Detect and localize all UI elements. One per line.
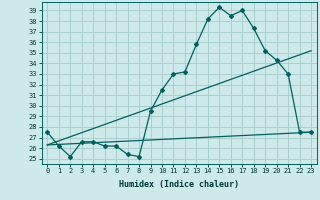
X-axis label: Humidex (Indice chaleur): Humidex (Indice chaleur): [119, 180, 239, 189]
